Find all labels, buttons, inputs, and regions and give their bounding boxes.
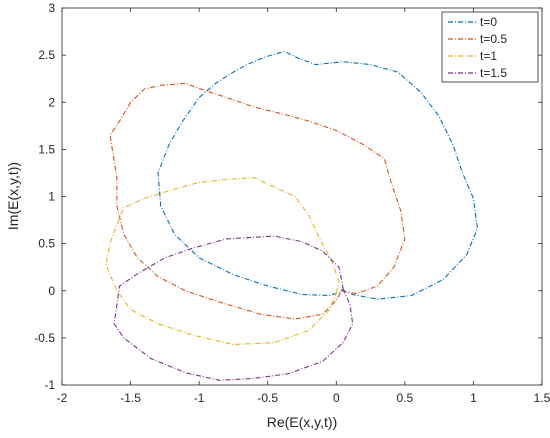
x-tick-label: -0.5 — [257, 391, 278, 405]
y-axis-label: Im(E(x,y,t)) — [5, 162, 21, 230]
series-line-1 — [109, 82, 406, 320]
legend-box — [441, 11, 539, 83]
y-tick-label: 0.5 — [38, 237, 55, 251]
series-line-2 — [105, 177, 340, 346]
y-tick-label: 0 — [48, 284, 55, 298]
x-tick-label: 0 — [333, 391, 340, 405]
legend-label-2: t=1 — [480, 49, 497, 63]
legend: t=0 t=0.5 t=1 t=1.5 — [441, 11, 539, 83]
x-tick-label: 0.5 — [397, 391, 414, 405]
y-tick-label: 2 — [48, 95, 55, 109]
x-tick-label: -1.5 — [120, 391, 141, 405]
y-axis: -1 -0.5 0 0.5 1 1.5 2 2.5 3 — [34, 1, 542, 392]
series-line-3 — [113, 235, 354, 381]
x-axis: -2 -1.5 -1 -0.5 0 0.5 1 1.5 — [57, 8, 550, 405]
legend-label-3: t=1.5 — [480, 66, 507, 80]
x-tick-label: -2 — [57, 391, 68, 405]
x-tick-label: 1.5 — [534, 391, 550, 405]
x-tick-label: 1 — [470, 391, 477, 405]
series-line-0 — [157, 50, 479, 300]
y-tick-label: 3 — [48, 1, 55, 15]
y-tick-label: 1.5 — [38, 142, 55, 156]
y-tick-label: -1 — [44, 378, 55, 392]
legend-label-1: t=0.5 — [480, 32, 507, 46]
y-tick-label: 2.5 — [38, 48, 55, 62]
x-axis-label: Re(E(x,y,t)) — [267, 414, 338, 430]
legend-label-0: t=0 — [480, 15, 497, 29]
x-tick-label: -1 — [194, 391, 205, 405]
series-layer — [105, 50, 479, 381]
y-tick-label: 1 — [48, 190, 55, 204]
y-tick-label: -0.5 — [34, 331, 55, 345]
